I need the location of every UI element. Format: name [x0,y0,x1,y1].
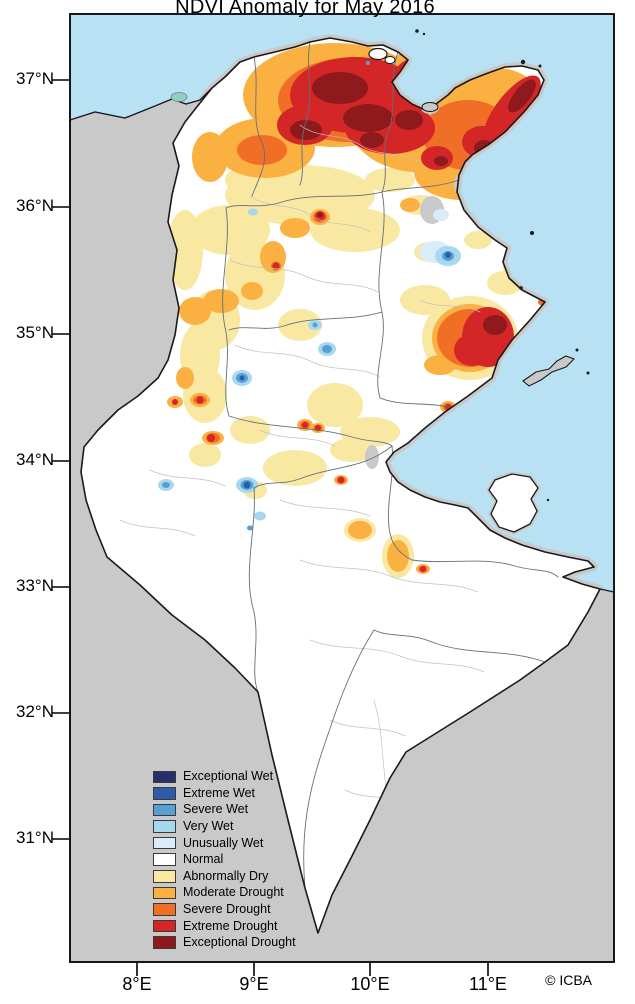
y-axis-label: 37°N [16,69,54,88]
legend-label: Severe Wet [183,802,249,817]
y-axis-label: 36°N [16,196,54,215]
lake-tunis [421,102,439,112]
legend-label: Moderate Drought [183,885,284,900]
legend-label: Abnormally Dry [183,868,269,883]
x-axis-label: 9°E [239,974,269,994]
figure-title: NDVI Anomaly for May 2016 [175,0,435,18]
legend-swatch [153,936,176,949]
kerkennah-islands [522,355,575,387]
y-axis-label: 32°N [16,702,54,721]
legend-label: Unusually Wet [183,835,264,850]
legend-label: Extreme Drought [183,918,278,933]
legend-swatch [153,770,176,783]
legend-label: Severe Drought [183,902,271,916]
x-axis-label: 10°E [350,974,390,994]
small-islets [415,29,590,502]
tunisia-border [80,37,601,934]
legend-label: Very Wet [183,819,234,834]
lake-bizerte [368,47,388,61]
copyright: © ICBA [545,972,592,988]
y-axis-label: 31°N [16,828,54,847]
y-axis-label: 34°N [16,450,54,469]
legend-label: Exceptional Wet [183,769,274,784]
legend-item: Normal [153,853,296,867]
x-axis-label: 11°E [469,974,507,994]
legend-item: Severe Drought [153,903,296,917]
legend-label: Exceptional Drought [183,935,296,950]
djerba-island [488,473,539,533]
map-legend: Exceptional Wet Extreme Wet Severe Wet V… [153,770,296,953]
legend-swatch [153,787,176,800]
legend-swatch [153,820,176,833]
legend-item: Extreme Wet [153,785,296,801]
axis-ticks [52,79,489,976]
legend-swatch [153,803,176,817]
legend-item: Exceptional Wet [153,770,296,784]
legend-swatch [153,836,176,850]
coastal-lagoon [170,92,188,102]
legend-item: Moderate Drought [153,886,296,900]
legend-item: Extreme Drought [153,919,296,933]
legend-item: Unusually Wet [153,836,296,850]
legend-item: Very Wet [153,820,296,834]
legend-swatch [153,853,176,866]
algeria-coastline [69,87,213,121]
libya-coastline [599,588,615,593]
legend-label: Normal [183,852,224,867]
islands [415,29,590,535]
legend-swatch [153,903,176,916]
lakes [170,47,439,112]
wet-patches [158,61,461,531]
legend-swatch [153,870,176,883]
map-frame [69,13,615,963]
legend-swatch [153,919,176,933]
y-axis-label: 35°N [16,323,54,342]
legend-item: Exceptional Drought [153,936,296,950]
legend-item: Abnormally Dry [153,868,296,884]
y-axis-label: 33°N [16,576,54,595]
x-axis-label: 8°E [122,974,152,994]
exceptional-drought-patches [290,72,536,335]
legend-label: Extreme Wet [183,785,256,800]
legend-swatch [153,886,176,900]
legend-item: Severe Wet [153,803,296,817]
